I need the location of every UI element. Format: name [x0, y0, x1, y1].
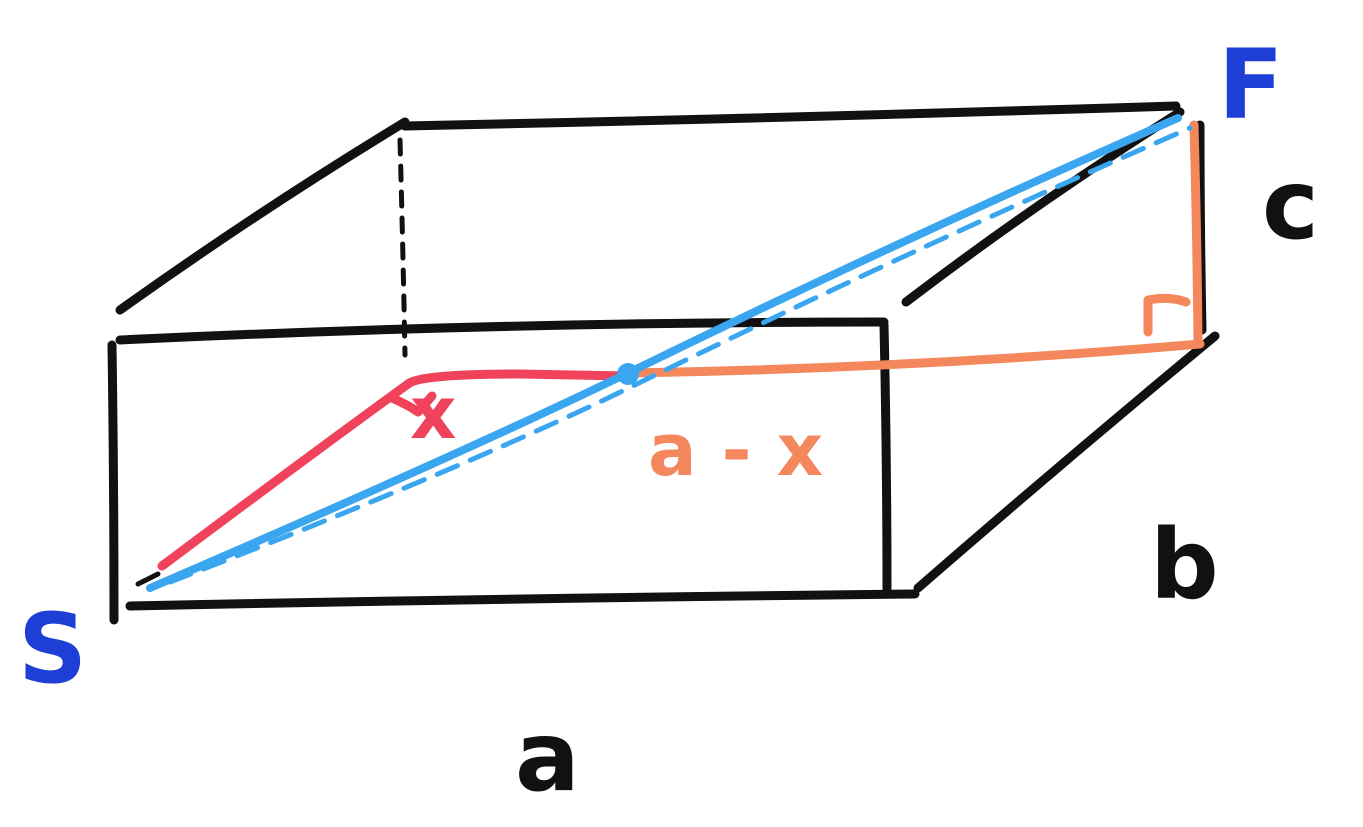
front-left-edge [107, 340, 119, 625]
label-segment-x: x [410, 371, 456, 455]
red-path [157, 369, 633, 571]
right-bottom-edge [913, 331, 1220, 593]
diagonal-dashed-shadow [167, 125, 1193, 585]
top-back-edge [400, 101, 1181, 131]
right-angle-marker [1143, 293, 1191, 337]
path-junction-point [617, 363, 639, 385]
front-bottom-edge [125, 589, 920, 611]
front-top-edge [115, 317, 889, 345]
hidden-edge [397, 137, 408, 358]
front-right-edge [879, 320, 892, 597]
label-segment-a-minus-x: a - x [648, 408, 823, 492]
right-angle-marker-red [387, 391, 437, 417]
top-left-edge [115, 117, 410, 315]
label-length-a: a [515, 701, 580, 813]
orange-path [625, 120, 1205, 378]
top-right-edge [901, 107, 1185, 307]
segment-height-c [1189, 120, 1203, 345]
segment-x-diagonal [157, 379, 413, 571]
label-height-c: c [1262, 149, 1319, 261]
label-start-s: S [18, 593, 87, 705]
segment-a-minus-x [625, 339, 1205, 378]
label-finish-f: F [1218, 29, 1284, 141]
label-width-b: b [1150, 509, 1219, 621]
segment-x-straight [403, 369, 633, 389]
cuboid [107, 101, 1220, 625]
hidden-corner-dash [135, 571, 161, 587]
